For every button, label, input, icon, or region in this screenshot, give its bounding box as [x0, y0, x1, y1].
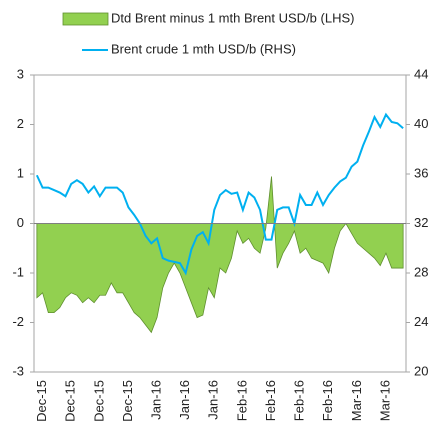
x-tick-label: Jan-16 [148, 380, 163, 420]
legend-label: Dtd Brent minus 1 mth Brent USD/b (LHS) [111, 10, 354, 25]
y2-tick-label: 28 [414, 264, 428, 279]
legend-swatch [62, 12, 109, 26]
y-tick-label: -3 [12, 363, 24, 378]
x-tick-label: Jan-16 [206, 380, 221, 420]
line [35, 112, 404, 276]
x-tick-label: Mar-16 [349, 380, 364, 421]
y2-tick-label: 20 [414, 363, 428, 378]
x-tick-label: Feb-16 [234, 380, 249, 421]
x-tick-label: Dec-15 [91, 380, 106, 422]
area [36, 176, 404, 334]
y-tick-label: 3 [17, 66, 24, 81]
y2-tick-label: 40 [414, 116, 428, 131]
x-tick-label: Jan-16 [177, 380, 192, 420]
y2-tick-label: 44 [414, 66, 428, 81]
y-tick-label: 0 [17, 215, 24, 230]
x-tick-label: Dec-15 [63, 380, 78, 422]
x-tick-label: Mar-16 [377, 380, 392, 421]
y2-tick-label: 32 [414, 215, 428, 230]
x-tick-label: Feb-16 [263, 380, 278, 421]
y-tick-label: 2 [17, 116, 24, 131]
x-tick-label: Feb-16 [292, 380, 307, 421]
y-tick-label: -2 [12, 314, 24, 329]
x-tick-label: Dec-15 [34, 380, 49, 422]
x-tick-label: Feb-16 [320, 380, 335, 421]
y-tick-label: -1 [12, 264, 24, 279]
x-tick-label: Dec-15 [120, 380, 135, 422]
y2-tick-label: 36 [414, 165, 428, 180]
y-tick-label: 1 [17, 165, 24, 180]
y2-tick-label: 24 [414, 314, 428, 329]
legend-label: Brent crude 1 mth USD/b (RHS) [111, 41, 296, 56]
